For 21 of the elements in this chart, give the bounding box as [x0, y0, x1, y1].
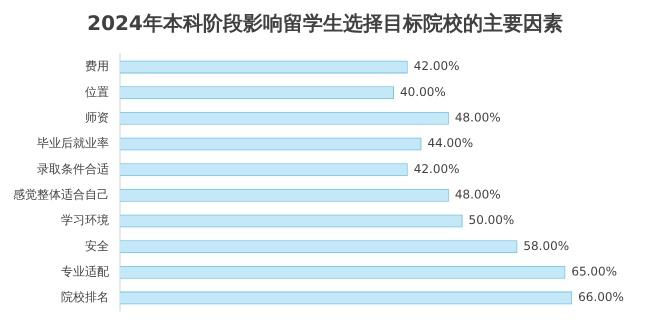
y-tick-label: 安全 — [85, 238, 109, 253]
y-tick-label: 毕业后就业率 — [37, 136, 109, 150]
y-tick-label: 院校排名 — [61, 290, 109, 304]
data-label: 66.00% — [578, 290, 624, 304]
data-label: 50.00% — [468, 213, 514, 228]
y-tick-label: 学习环境 — [61, 213, 109, 228]
y-tick-label: 位置 — [85, 84, 109, 99]
data-label: 48.00% — [454, 110, 501, 124]
data-label: 65.00% — [571, 264, 618, 278]
y-tick-label: 费用 — [85, 59, 109, 74]
y-tick-label: 录取条件合适 — [37, 162, 109, 176]
data-label: 40.00% — [400, 84, 446, 99]
data-label: 42.00% — [414, 162, 460, 176]
data-label: 58.00% — [523, 238, 570, 253]
y-tick-label: 感觉整体适合自己 — [13, 187, 109, 202]
chart-title: 2024年本科阶段影响留学生选择目标院校的主要因素 — [86, 10, 564, 37]
y-tick-label: 专业适配 — [61, 264, 109, 278]
data-label: 48.00% — [454, 187, 501, 202]
y-tick-label: 师资 — [85, 110, 109, 124]
data-label: 42.00% — [414, 59, 460, 74]
data-label: 44.00% — [427, 136, 474, 150]
